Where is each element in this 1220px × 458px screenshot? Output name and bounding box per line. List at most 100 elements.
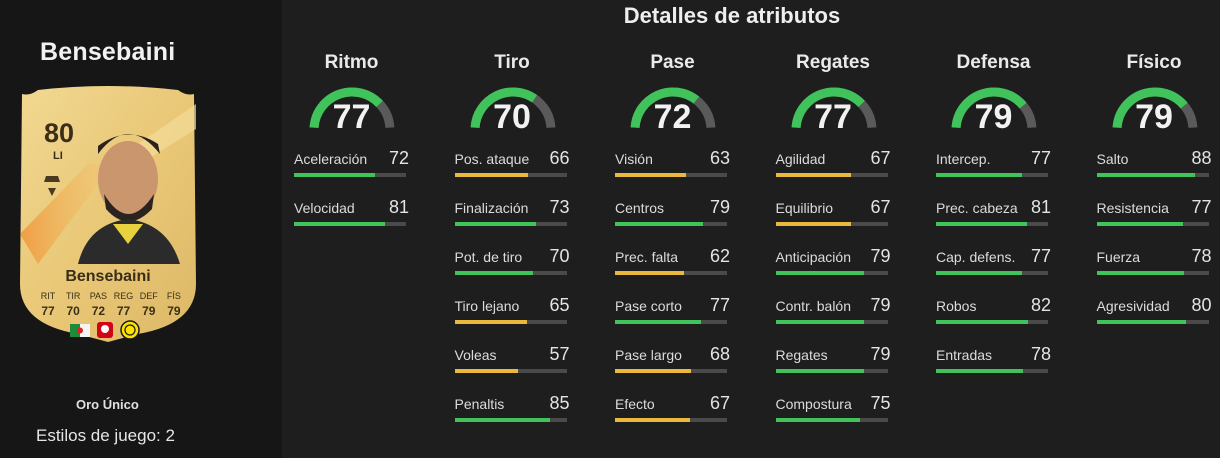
stat-name: Equilibrio bbox=[775, 200, 834, 216]
stat-row: Voleas 57 bbox=[454, 344, 570, 394]
gauge-arc bbox=[470, 87, 555, 129]
stat-row: Entradas 78 bbox=[936, 344, 1051, 394]
stat-bar bbox=[615, 173, 727, 177]
gauge-fill bbox=[951, 87, 1027, 129]
attribute-column: Físico 79 Salto 88 Resistencia 77 Fuerza 78 Agre… bbox=[1096, 52, 1212, 345]
stat-bar bbox=[775, 320, 888, 324]
stat-name: Penaltis bbox=[454, 396, 505, 412]
stat-value: 78 bbox=[1191, 246, 1212, 266]
card-stat-value: 70 bbox=[66, 304, 80, 318]
stat-bar-fill bbox=[454, 369, 519, 373]
player-panel: Bensebaini bbox=[0, 0, 282, 458]
stat-row: Salto 88 bbox=[1096, 148, 1212, 198]
league-logo-icon bbox=[97, 322, 113, 338]
player-card[interactable]: 80 LI Bensebaini RIT TIR PAS REG DEF FÍS… bbox=[18, 84, 198, 342]
category-gauge: 72 bbox=[615, 82, 730, 140]
playstyles-count[interactable]: Estilos de juego: 2 bbox=[36, 426, 175, 445]
stat-bar bbox=[454, 418, 567, 422]
category-value: 77 bbox=[814, 98, 852, 136]
stat-row: Aceleración 72 bbox=[294, 148, 409, 198]
stat-bar bbox=[775, 173, 888, 177]
gauge-fill bbox=[791, 87, 865, 129]
stat-value: 63 bbox=[709, 148, 730, 168]
stat-value: 79 bbox=[870, 295, 891, 315]
category-name: Regates bbox=[796, 52, 870, 73]
stat-value: 66 bbox=[549, 148, 570, 168]
stat-value: 82 bbox=[1030, 295, 1051, 315]
stat-row: Efecto 67 bbox=[615, 393, 730, 443]
stat-name: Entradas bbox=[936, 347, 993, 363]
stat-bar bbox=[615, 222, 727, 226]
stat-value: 79 bbox=[870, 246, 891, 266]
stat-value: 77 bbox=[1191, 197, 1212, 217]
stat-row: Pase largo 68 bbox=[615, 344, 730, 394]
stat-row: Pot. de tiro 70 bbox=[454, 246, 570, 296]
stat-value: 57 bbox=[549, 344, 570, 364]
stat-row: Pase corto 77 bbox=[615, 295, 730, 345]
card-position: LI bbox=[53, 150, 63, 162]
stat-bar-fill bbox=[294, 173, 375, 177]
gauge-fill bbox=[309, 87, 383, 129]
category-name: Pase bbox=[650, 52, 695, 73]
gauge-arc bbox=[951, 87, 1037, 129]
stat-bar-fill bbox=[615, 320, 702, 324]
stat-row: Prec. falta 62 bbox=[615, 246, 730, 296]
stat-bar bbox=[294, 222, 406, 226]
stat-row: Tiro lejano 65 bbox=[454, 295, 570, 345]
category-value: 70 bbox=[493, 98, 531, 136]
stat-bar-fill bbox=[615, 173, 686, 177]
stat-bar-fill bbox=[454, 418, 550, 422]
card-stat-value: 79 bbox=[142, 304, 156, 318]
stat-row: Intercep. 77 bbox=[936, 148, 1051, 198]
stat-value: 81 bbox=[388, 197, 409, 217]
club-crest-icon bbox=[120, 320, 140, 340]
stat-name: Prec. cabeza bbox=[936, 200, 1018, 216]
stat-value: 77 bbox=[1030, 148, 1051, 168]
stat-value: 62 bbox=[709, 246, 730, 266]
stat-bar bbox=[1096, 222, 1209, 226]
card-stat-label: DEF bbox=[139, 291, 158, 301]
stat-bar bbox=[936, 222, 1048, 226]
card-stat-value: 77 bbox=[116, 304, 131, 318]
stat-bar bbox=[615, 418, 727, 422]
stat-name: Prec. falta bbox=[615, 249, 679, 265]
stat-value: 81 bbox=[1030, 197, 1051, 217]
stat-name: Intercep. bbox=[936, 151, 991, 167]
stat-bar bbox=[615, 271, 727, 275]
category-value: 79 bbox=[974, 98, 1013, 136]
stat-name: Contr. balón bbox=[775, 298, 852, 314]
stat-row: Agresividad 80 bbox=[1096, 295, 1212, 345]
player-name: Bensebaini bbox=[40, 38, 176, 66]
stat-bar-fill bbox=[775, 173, 851, 177]
stat-row: Velocidad 81 bbox=[294, 197, 409, 247]
card-stat-value: 77 bbox=[41, 304, 55, 318]
stat-name: Pos. ataque bbox=[454, 151, 530, 167]
stat-bar-fill bbox=[615, 222, 704, 226]
category-gauge: 79 bbox=[936, 82, 1051, 140]
category-gauge: 79 bbox=[1097, 82, 1212, 140]
stat-row: Visión 63 bbox=[615, 148, 730, 198]
stat-bar-fill bbox=[775, 271, 864, 275]
stat-value: 67 bbox=[870, 197, 891, 217]
stat-value: 78 bbox=[1030, 344, 1051, 364]
stat-row: Compostura 75 bbox=[775, 393, 891, 443]
card-stat-label: FÍS bbox=[166, 291, 181, 301]
stat-bar bbox=[454, 173, 567, 177]
gauge-arc bbox=[1112, 87, 1197, 129]
stat-value: 79 bbox=[709, 197, 730, 217]
stat-name: Agresividad bbox=[1096, 298, 1170, 314]
card-rating: 80 bbox=[44, 118, 75, 148]
attribute-column: Tiro 70 Pos. ataque 66 Finalización 73 Pot. de… bbox=[454, 52, 570, 443]
stat-bar-fill bbox=[775, 418, 860, 422]
stat-bar-fill bbox=[936, 320, 1028, 324]
stat-value: 79 bbox=[870, 344, 891, 364]
stat-value: 75 bbox=[870, 393, 891, 413]
stat-bar-fill bbox=[775, 320, 864, 324]
gauge-arc bbox=[791, 87, 876, 129]
stat-bar-fill bbox=[936, 173, 1023, 177]
stat-bar-fill bbox=[615, 418, 691, 422]
stat-value: 85 bbox=[549, 393, 570, 413]
stat-bar-fill bbox=[454, 173, 529, 177]
stat-row: Centros 79 bbox=[615, 197, 730, 247]
stat-name: Agilidad bbox=[775, 151, 826, 167]
